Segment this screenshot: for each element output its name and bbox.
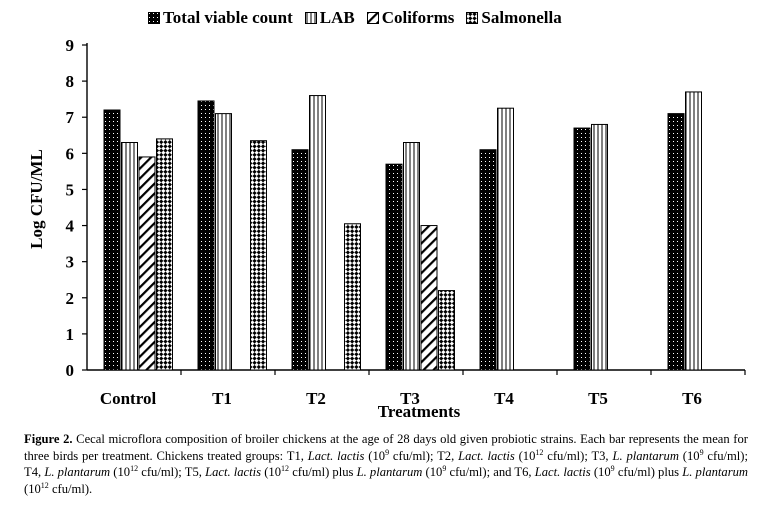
legend-item-salmonella: Salmonella [466, 8, 562, 28]
legend-label-coliforms: Coliforms [381, 8, 455, 27]
caption-text-0: Cecal microflora composition of broiler … [24, 432, 748, 463]
legend-swatch-diag [366, 12, 379, 24]
caption-text-30: (10 [24, 481, 41, 496]
caption-text-6: (10 [514, 448, 536, 463]
legend-label-total-viable-count: Total viable count [163, 8, 293, 27]
bar-vlines-t2 [309, 95, 326, 371]
caption-exponent-31: 12 [40, 480, 49, 490]
x-axis-title: Treatments [378, 402, 461, 421]
x-tick-label: T6 [682, 389, 702, 408]
caption-exponent-27: 9 [610, 463, 615, 473]
axes: 0 1 2 3 4 5 6 7 8 9 Control T1 T2 T3 T4 T5 T6 [66, 36, 746, 408]
chart-legend: Total viable count LAB Coliforms Salmone… [148, 6, 574, 30]
legend-item-lab: LAB [304, 8, 355, 28]
caption-species-1: Lact. lactis [307, 448, 365, 463]
caption-text-14: (10 [110, 465, 131, 479]
caption-text-4: cfu/ml); T2, [389, 448, 459, 463]
y-tick-label: 6 [66, 144, 75, 163]
bar-diag-t3 [420, 225, 438, 371]
legend-item-total-viable-count: Total viable count [148, 8, 293, 28]
caption-label: Figure 2. [24, 432, 73, 446]
caption-text-32: cfu/ml). [48, 481, 93, 496]
bar-dots-control [103, 109, 121, 371]
bar-vlines-t5 [591, 123, 608, 371]
bar-vlines-t6 [685, 91, 702, 371]
bar-vlines-t3 [403, 142, 420, 371]
caption-species-29: L. plantarum [682, 465, 749, 479]
caption-species-9: L. plantarum [612, 448, 679, 463]
y-tick-label: 1 [66, 325, 75, 344]
legend-swatch-vlines [304, 12, 317, 24]
y-tick-label: 8 [66, 72, 75, 91]
x-tick-label: Control [100, 389, 157, 408]
caption-text-16: cfu/ml); T5, [138, 465, 206, 479]
legend-item-coliforms: Coliforms [366, 8, 455, 28]
x-tick-label: T1 [212, 389, 232, 408]
caption-exponent-11: 9 [699, 447, 704, 457]
caption-text-20: cfu/ml) plus [289, 465, 357, 479]
y-tick-label: 9 [66, 36, 75, 55]
caption-exponent-7: 12 [535, 447, 544, 457]
x-tick-label: T5 [588, 389, 608, 408]
bar-checker-t1 [250, 140, 267, 371]
legend-label-salmonella: Salmonella [481, 8, 562, 27]
bar-dots-t6 [667, 113, 685, 371]
caption-species-25: Lact. lactis [534, 465, 591, 479]
y-tick-label: 2 [66, 289, 75, 308]
bar-dots-t5 [573, 127, 591, 371]
caption-text-10: (10 [678, 448, 700, 463]
caption-text-8: cfu/ml); T3, [543, 448, 613, 463]
bar-vlines-t4 [497, 107, 514, 371]
bar-vlines-control [121, 142, 138, 371]
caption-text-26: (10 [590, 465, 611, 479]
bar-vlines-t1 [215, 113, 232, 371]
x-tick-label: T3 [400, 389, 420, 408]
caption-text-22: (10 [422, 465, 443, 479]
bar-diag-control [138, 156, 156, 371]
x-tick-label: T2 [306, 389, 326, 408]
caption-text-18: (10 [261, 465, 282, 479]
caption-exponent-15: 12 [130, 463, 139, 473]
caption-exponent-23: 9 [442, 463, 447, 473]
bar-dots-t3 [385, 163, 403, 371]
caption-species-17: Lact. lactis [205, 465, 262, 479]
caption-text-2: (10 [364, 448, 386, 463]
caption-text-28: cfu/ml) plus [614, 465, 683, 479]
legend-swatch-checker [466, 12, 479, 24]
bars [103, 91, 702, 371]
y-axis-title: Log CFU/ML [27, 149, 46, 249]
y-tick-label: 5 [66, 180, 75, 199]
caption-text-24: cfu/ml); and T6, [446, 465, 535, 479]
y-tick-label: 3 [66, 253, 75, 272]
bar-chart: 0 1 2 3 4 5 6 7 8 9 Control T1 T2 T3 T4 T5 T6 Log CFU/ML… [27, 36, 746, 421]
caption-text-12: cfu/ml); T4, [24, 448, 748, 480]
x-tick-label: T4 [494, 389, 514, 408]
legend-label-lab: LAB [319, 8, 355, 27]
legend-swatch-dots [148, 12, 160, 24]
bar-checker-t2 [344, 223, 361, 371]
figure-caption: Figure 2. Cecal microflora composition o… [24, 431, 748, 497]
bar-dots-t1 [197, 100, 215, 371]
y-tick-label: 7 [66, 108, 75, 127]
caption-species-13: L. plantarum [44, 465, 111, 479]
axis-labels: Log CFU/ML Treatments [27, 149, 461, 421]
y-tick-label: 4 [66, 217, 75, 236]
caption-species-21: L. plantarum [356, 465, 423, 479]
caption-exponent-3: 9 [385, 447, 390, 457]
caption-exponent-19: 12 [281, 463, 290, 473]
bar-checker-control [156, 138, 173, 371]
caption-species-5: Lact. lactis [458, 448, 515, 463]
bar-checker-t3 [438, 290, 455, 371]
bar-dots-t2 [291, 149, 309, 371]
bar-dots-t4 [479, 149, 497, 371]
y-tick-label: 0 [66, 361, 75, 380]
